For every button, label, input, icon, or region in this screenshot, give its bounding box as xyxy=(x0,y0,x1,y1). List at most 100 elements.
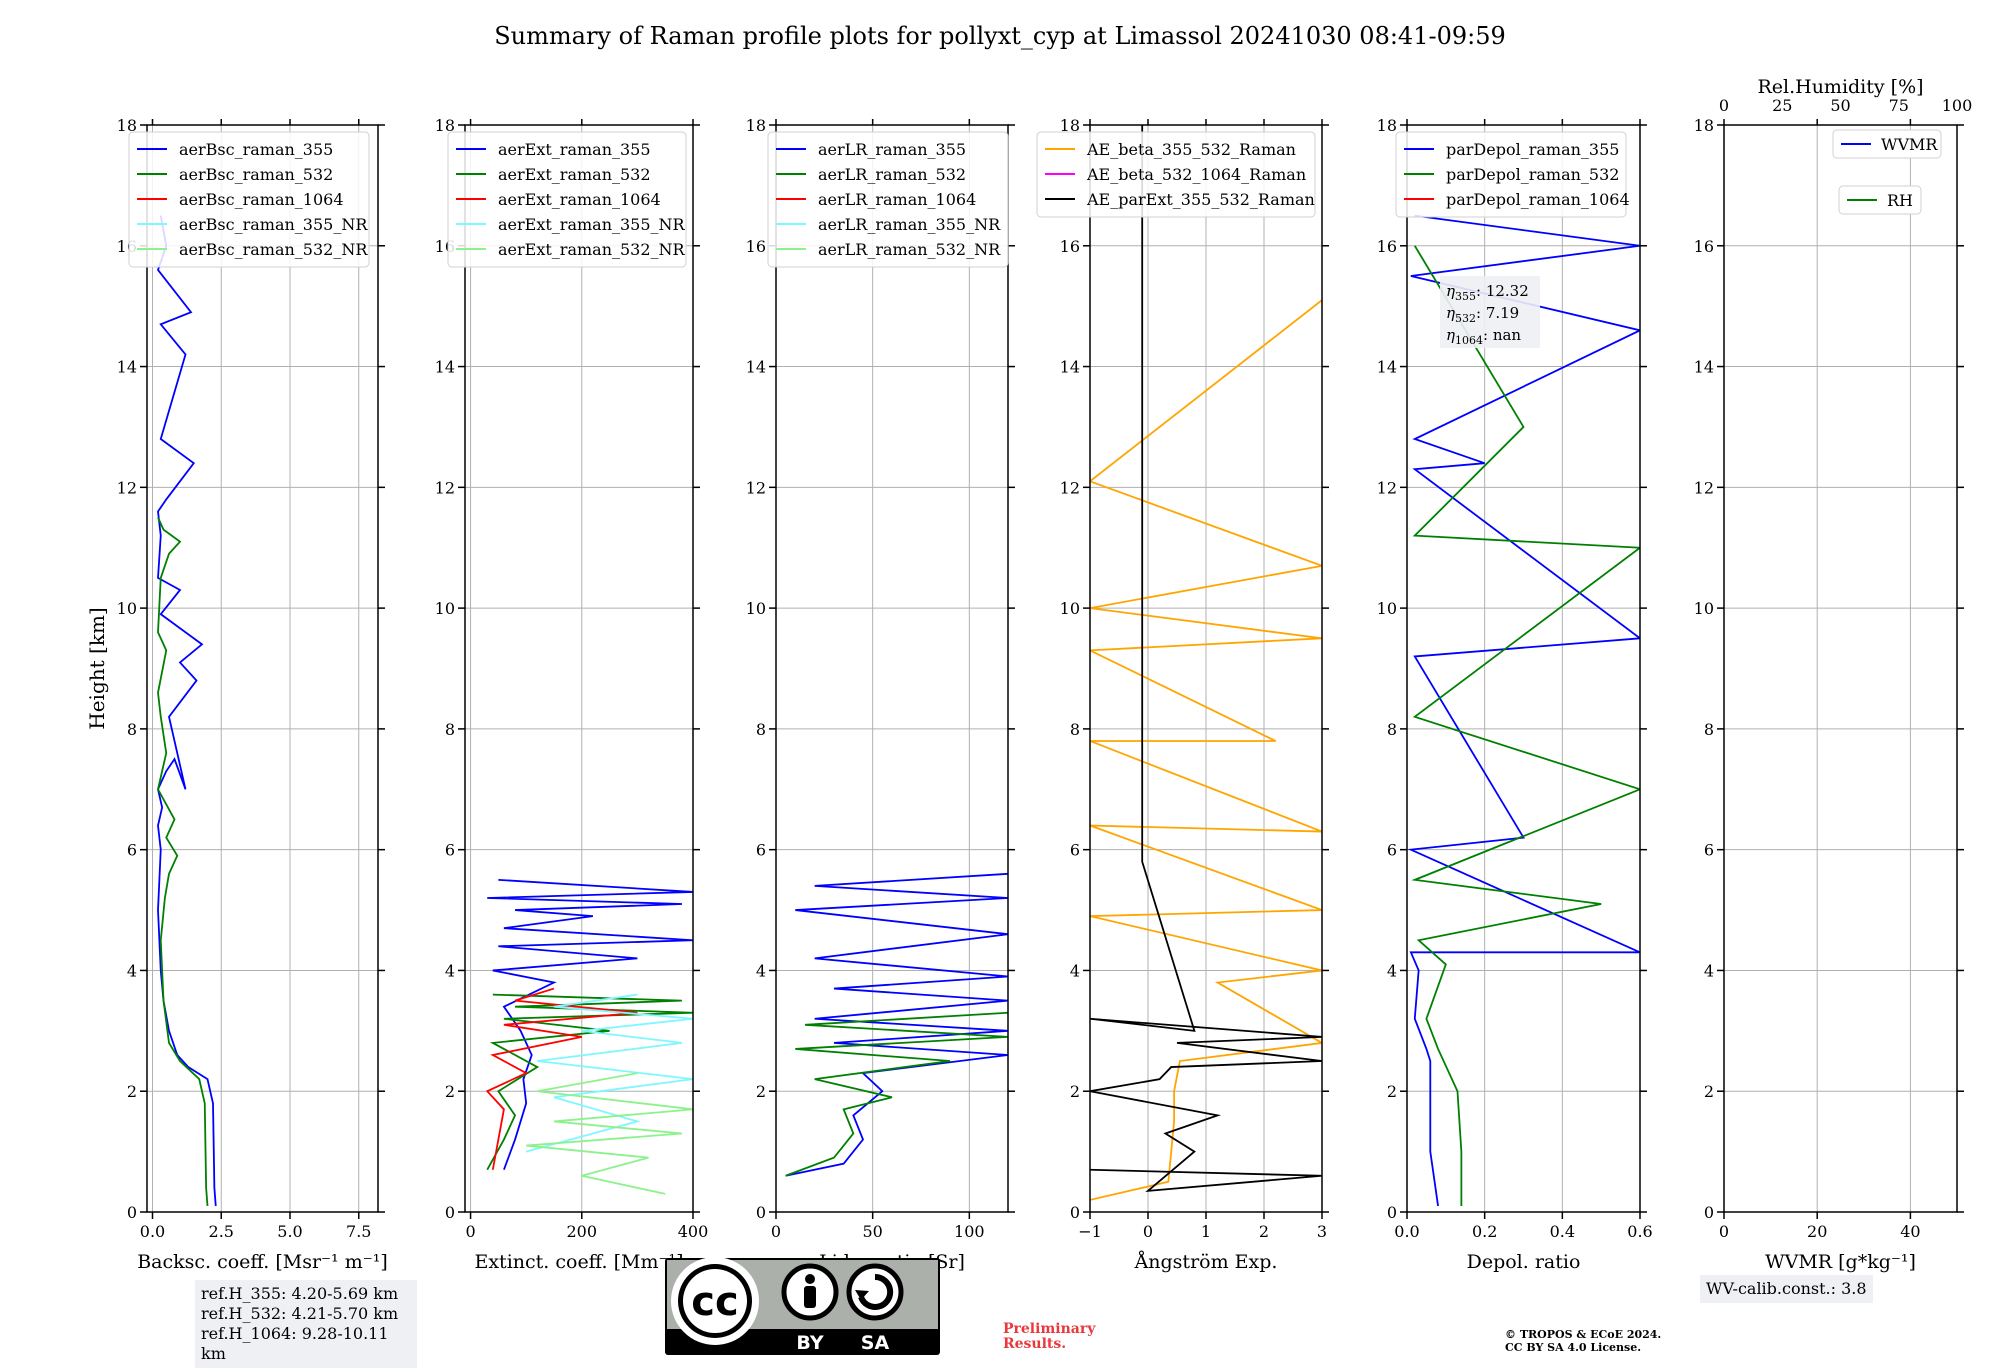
y-tick-label: 4 xyxy=(1387,961,1397,980)
axes-frame xyxy=(1406,124,1641,1213)
x-tick-label: 100 xyxy=(954,1222,985,1241)
x-tick-label: 5.0 xyxy=(277,1222,302,1241)
x-axis-label: WVMR [g*kg⁻¹] xyxy=(1765,1251,1916,1273)
y-tick-label: 10 xyxy=(1377,599,1397,618)
top-x-tick-label: 25 xyxy=(1772,96,1792,115)
y-tick-label: 14 xyxy=(435,358,455,377)
top-x-tick-label: 0 xyxy=(1719,96,1729,115)
y-tick-label: 0 xyxy=(1070,1203,1080,1222)
preliminary-line-2: Results. xyxy=(1003,1336,1067,1352)
x-tick-label: 0 xyxy=(465,1222,475,1241)
legend-box xyxy=(447,131,687,268)
top-x-tick-label: 75 xyxy=(1889,96,1909,115)
y-tick-label: 14 xyxy=(1377,358,1397,377)
series-aerExt_raman_355_NR xyxy=(525,993,693,1153)
axes-frame xyxy=(464,124,694,1213)
x-tick-label: 3 xyxy=(1317,1222,1327,1241)
x-tick-label: −1 xyxy=(1078,1222,1102,1241)
y-tick-label: 18 xyxy=(746,116,766,135)
y-tick-label: 8 xyxy=(1704,720,1714,739)
x-tick-label: 40 xyxy=(1900,1222,1920,1241)
y-tick-label: 12 xyxy=(1377,478,1397,497)
cc-by-label: BY xyxy=(796,1332,823,1354)
legend-entry: aerExt_raman_355 xyxy=(498,140,651,159)
y-tick-label: 16 xyxy=(1377,237,1397,256)
x-tick-label: 400 xyxy=(678,1222,709,1241)
legend-entry: aerExt_raman_1064 xyxy=(498,190,661,209)
y-tick-label: 4 xyxy=(1070,961,1080,980)
series-aerLR_raman_355 xyxy=(785,872,1008,1177)
y-tick-label: 16 xyxy=(746,237,766,256)
legend-entry: aerBsc_raman_355 xyxy=(179,140,333,159)
y-tick-label: 18 xyxy=(1694,116,1714,135)
x-tick-label: 0.0 xyxy=(140,1222,165,1241)
eta-box xyxy=(1440,276,1540,348)
ref-height-532: ref.H_532: 4.21-5.70 km xyxy=(201,1304,399,1323)
legend-entry: AE_beta_355_532_Raman xyxy=(1086,140,1296,159)
y-axis-label: Height [km] xyxy=(85,607,109,729)
sa-share-icon xyxy=(846,1263,904,1321)
y-tick-label: 2 xyxy=(1704,1082,1714,1101)
y-tick-label: 6 xyxy=(1704,841,1714,860)
series-aerExt_raman_1064 xyxy=(485,987,638,1170)
y-tick-label: 14 xyxy=(1694,358,1714,377)
top-x-axis-label: Rel.Humidity [%] xyxy=(1757,76,1923,98)
legend-entry: aerBsc_raman_532 xyxy=(179,165,333,184)
x-tick-label: 0.0 xyxy=(1394,1222,1419,1241)
x-tick-label: 2.5 xyxy=(209,1222,234,1241)
eta-1064: η1064: nan xyxy=(1446,326,1521,347)
x-tick-label: 0.6 xyxy=(1627,1222,1652,1241)
ref-height-355: ref.H_355: 4.20-5.69 km xyxy=(201,1284,399,1303)
axes-frame xyxy=(1723,124,1958,1213)
series-parDepol_raman_355 xyxy=(1407,214,1640,1207)
series-AE_beta_355_532_Raman xyxy=(1090,299,1322,1201)
series-aerExt_raman_532 xyxy=(486,993,693,1171)
by-person-head xyxy=(805,1274,815,1284)
legend-entry: AE_parExt_355_532_Raman xyxy=(1086,190,1315,209)
cc-sa-label: SA xyxy=(861,1332,890,1354)
wv-calibration-box: WV-calib.const.: 3.8 xyxy=(1700,1275,1873,1303)
legend-box xyxy=(128,131,370,268)
y-tick-label: 0 xyxy=(756,1203,766,1222)
y-tick-label: 12 xyxy=(435,478,455,497)
figure-title: Summary of Raman profile plots for polly… xyxy=(494,22,1506,50)
legend-box xyxy=(1036,131,1316,218)
y-tick-label: 4 xyxy=(1704,961,1714,980)
y-tick-label: 2 xyxy=(1387,1082,1397,1101)
x-tick-label: 2 xyxy=(1259,1222,1269,1241)
legend-entry: aerLR_raman_355_NR xyxy=(818,215,1001,234)
y-tick-label: 8 xyxy=(445,720,455,739)
x-axis-label: Backsc. coeff. [Msr⁻¹ m⁻¹] xyxy=(137,1251,388,1273)
y-tick-label: 4 xyxy=(756,961,766,980)
y-tick-label: 6 xyxy=(1387,841,1397,860)
legend-entry: aerLR_raman_532_NR xyxy=(818,240,1001,259)
y-tick-label: 10 xyxy=(1060,599,1080,618)
y-tick-label: 16 xyxy=(1694,237,1714,256)
y-tick-label: 2 xyxy=(756,1082,766,1101)
series-aerExt_raman_355 xyxy=(487,878,693,1171)
x-axis-label: Ångström Exp. xyxy=(1134,1251,1278,1273)
x-tick-label: 0 xyxy=(1143,1222,1153,1241)
x-tick-label: 7.5 xyxy=(346,1222,371,1241)
reference-height-box: ref.H_355: 4.20-5.69 km ref.H_532: 4.21-… xyxy=(195,1280,417,1368)
x-tick-label: 0.4 xyxy=(1550,1222,1575,1241)
y-tick-label: 12 xyxy=(1060,478,1080,497)
x-axis-label: Depol. ratio xyxy=(1467,1251,1581,1273)
y-tick-label: 6 xyxy=(756,841,766,860)
x-tick-label: 20 xyxy=(1807,1222,1827,1241)
eta-532: η532: 7.19 xyxy=(1446,304,1519,325)
legend-entry: aerExt_raman_532_NR xyxy=(498,240,686,259)
legend-entry: aerLR_raman_355 xyxy=(818,140,966,159)
legend-box xyxy=(1395,131,1627,218)
y-tick-label: 16 xyxy=(1060,237,1080,256)
legend-box xyxy=(767,131,1009,268)
x-axis-label: Extinct. coeff. [Mm⁻¹] xyxy=(474,1251,683,1273)
series-aerExt_raman_532_NR xyxy=(526,1072,693,1195)
panel-depol: 0.0 0.2 0.4 0.6 0 2 4 6 8 10 12 14 16 18 Depol. ratio p… xyxy=(1377,116,1653,1273)
legend-entry: aerExt_raman_355_NR xyxy=(498,215,686,234)
y-tick-label: 18 xyxy=(435,116,455,135)
x-tick-label: 0 xyxy=(1719,1222,1729,1241)
y-tick-label: 0 xyxy=(1387,1203,1397,1222)
copyright-line-2: CC BY SA 4.0 License. xyxy=(1505,1341,1642,1354)
